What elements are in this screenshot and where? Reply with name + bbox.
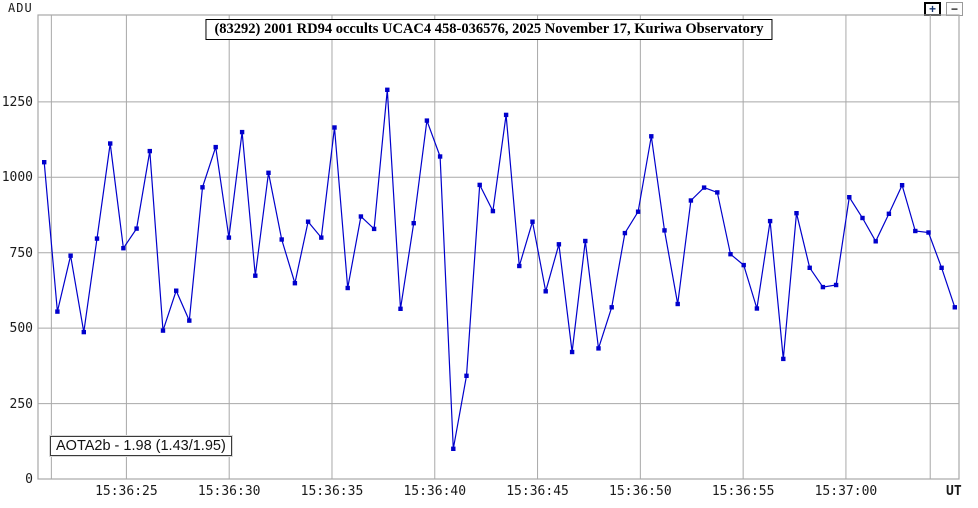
data-point-marker	[952, 305, 957, 310]
data-point-marker	[583, 238, 588, 244]
x-tick-label: 15:37:00	[814, 484, 878, 499]
data-point-marker	[358, 214, 364, 219]
chart-title: (83292) 2001 RD94 occults UCAC4 458-0365…	[205, 19, 773, 40]
y-tick-label: 1250	[1, 94, 33, 110]
data-point-marker	[174, 288, 179, 293]
data-point-marker	[385, 87, 390, 92]
data-point-marker	[398, 306, 403, 311]
y-tick-label: 500	[9, 321, 33, 337]
y-tick-label: 0	[25, 472, 33, 487]
data-point-marker	[253, 273, 258, 278]
data-point-marker	[609, 305, 614, 310]
data-point-marker	[68, 253, 73, 258]
x-tick-label: 15:36:50	[609, 484, 672, 499]
y-tick-label: 750	[9, 245, 33, 261]
data-point-marker	[134, 226, 139, 231]
data-point-marker	[490, 208, 496, 214]
data-point-marker	[160, 328, 166, 333]
x-tick-label: 15:36:55	[711, 484, 775, 499]
data-point-marker	[530, 219, 535, 224]
data-point-marker	[886, 211, 892, 216]
data-point-marker	[556, 242, 562, 247]
data-point-marker	[305, 219, 311, 224]
data-point-marker	[332, 125, 337, 130]
plot-border	[37, 14, 960, 480]
data-point-marker	[873, 239, 878, 244]
data-point-marker	[371, 226, 377, 232]
data-point-marker	[569, 349, 575, 355]
data-point-marker	[715, 190, 720, 195]
x-tick-label: 15:36:40	[403, 484, 467, 499]
x-tick-label: 15:36:35	[300, 484, 364, 499]
data-point-marker	[187, 318, 192, 323]
data-point-marker	[781, 356, 786, 362]
data-point-marker	[121, 246, 126, 251]
data-point-marker	[833, 282, 839, 288]
y-tick-label: 1000	[1, 170, 33, 186]
x-axis-title: UT	[946, 484, 962, 499]
data-point-marker	[635, 209, 641, 214]
data-point-marker	[939, 265, 944, 270]
x-tick-label: 15:36:25	[95, 484, 158, 499]
data-point-marker	[94, 236, 100, 241]
data-point-marker	[913, 228, 918, 234]
data-point-marker	[728, 252, 733, 257]
data-point-marker	[767, 218, 773, 224]
data-point-marker	[464, 373, 469, 378]
data-point-marker	[503, 112, 509, 118]
data-point-marker	[675, 301, 680, 307]
data-point-marker	[411, 221, 416, 226]
data-point-marker	[477, 182, 482, 188]
data-point-marker	[451, 446, 456, 451]
data-point-marker	[147, 148, 152, 154]
data-point-marker	[649, 134, 654, 139]
aota-result-label: AOTA2b - 1.98 (1.43/1.95)	[49, 435, 233, 457]
data-point-marker	[688, 198, 694, 203]
data-point-marker	[345, 285, 350, 291]
data-point-marker	[239, 129, 245, 135]
data-point-marker	[55, 309, 60, 314]
data-point-marker	[543, 289, 548, 294]
data-point-marker	[437, 154, 443, 159]
data-point-marker	[42, 160, 47, 165]
data-point-marker	[213, 144, 218, 150]
data-point-marker	[266, 170, 271, 175]
data-point-marker	[424, 118, 430, 123]
data-point-marker	[319, 235, 324, 240]
y-tick-label: 250	[9, 396, 33, 412]
data-point-marker	[622, 230, 628, 236]
x-tick-label: 15:36:30	[197, 484, 261, 499]
data-point-marker	[754, 306, 760, 311]
x-tick-label: 15:36:45	[506, 484, 569, 499]
data-point-marker	[200, 185, 205, 190]
data-point-marker	[701, 185, 707, 190]
data-point-marker	[847, 195, 852, 200]
data-point-marker	[662, 228, 667, 233]
y-axis-title: ADU	[8, 1, 33, 15]
data-point-marker	[899, 183, 905, 188]
data-point-marker	[741, 262, 746, 268]
data-point-marker	[226, 235, 232, 240]
data-point-marker	[108, 141, 113, 146]
data-point-marker	[860, 215, 865, 221]
data-point-marker	[926, 230, 931, 235]
data-point-marker	[279, 237, 284, 242]
data-point-marker	[807, 265, 812, 270]
data-point-marker	[596, 346, 601, 351]
data-point-marker	[81, 329, 86, 335]
data-point-marker	[794, 211, 799, 216]
light-curve-line	[43, 89, 956, 449]
data-point-marker	[820, 284, 826, 290]
data-point-marker	[517, 263, 522, 269]
data-point-marker	[292, 281, 298, 286]
